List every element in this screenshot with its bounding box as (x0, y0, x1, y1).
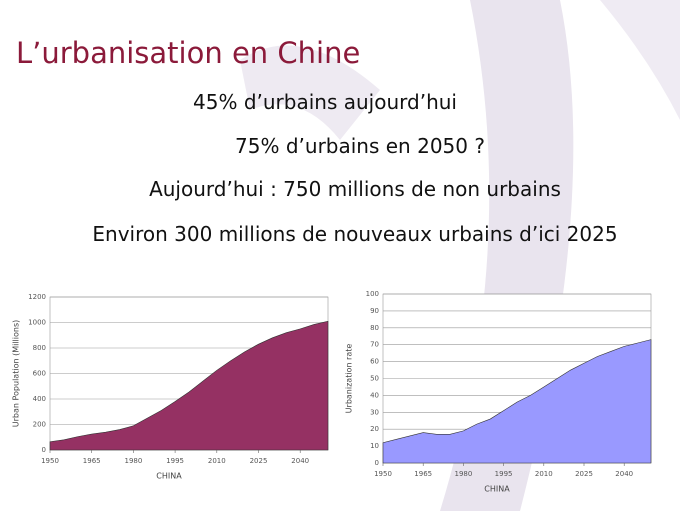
bullet: 75% d’urbains en 2050 ? (235, 134, 485, 158)
y-tick-label: 50 (370, 375, 379, 383)
x-tick-label: 1995 (166, 457, 184, 465)
y-tick-label: 90 (370, 307, 379, 315)
area (49, 320, 329, 451)
bullet: Environ 300 millions de nouveaux urbains… (92, 222, 618, 246)
y-axis-label: Urbanization rate (345, 344, 354, 414)
x-axis-label: CHINA (484, 485, 510, 494)
y-tick-label: 80 (370, 324, 379, 332)
x-tick-label: 1950 (41, 457, 59, 465)
x-tick-label: 1980 (124, 457, 142, 465)
x-tick-label: 2010 (208, 457, 226, 465)
y-tick-label: 20 (370, 425, 379, 433)
x-tick-label: 1995 (495, 470, 513, 478)
y-tick-label: 40 (370, 391, 379, 399)
y-tick-label: 100 (366, 290, 379, 298)
x-tick-label: 2025 (250, 457, 268, 465)
x-tick-label: 2010 (535, 470, 553, 478)
y-tick-label: 800 (33, 344, 46, 352)
x-tick-label: 1950 (374, 470, 392, 478)
swoosh (600, 0, 680, 120)
x-tick-label: 2040 (291, 457, 309, 465)
y-tick-label: 30 (370, 408, 379, 416)
slide-title: L’urbanisation en Chine (16, 36, 361, 70)
y-tick-label: 1200 (28, 293, 46, 301)
y-tick-label: 600 (33, 370, 46, 378)
x-tick-label: 1965 (83, 457, 101, 465)
x-tick-label: 1980 (454, 470, 472, 478)
area (382, 339, 652, 464)
x-tick-label: 1965 (414, 470, 432, 478)
x-axis-label: CHINA (156, 472, 182, 481)
y-tick-label: 1000 (28, 319, 46, 327)
y-tick-label: 200 (33, 421, 46, 429)
y-tick-label: 400 (33, 395, 46, 403)
y-tick-label: 0 (375, 459, 379, 467)
y-axis-label: Urban Population (Millions) (12, 320, 21, 427)
y-tick-label: 60 (370, 358, 379, 366)
y-tick-label: 0 (42, 446, 46, 454)
y-tick-label: 70 (370, 341, 379, 349)
y-tick-label: 10 (370, 442, 379, 450)
swoosh (240, 45, 380, 140)
bullet: Aujourd’hui : 750 millions de non urbain… (149, 177, 561, 201)
x-tick-label: 2025 (575, 470, 593, 478)
bullet: 45% d’urbains aujourd’hui (193, 90, 457, 114)
x-tick-label: 2040 (615, 470, 633, 478)
